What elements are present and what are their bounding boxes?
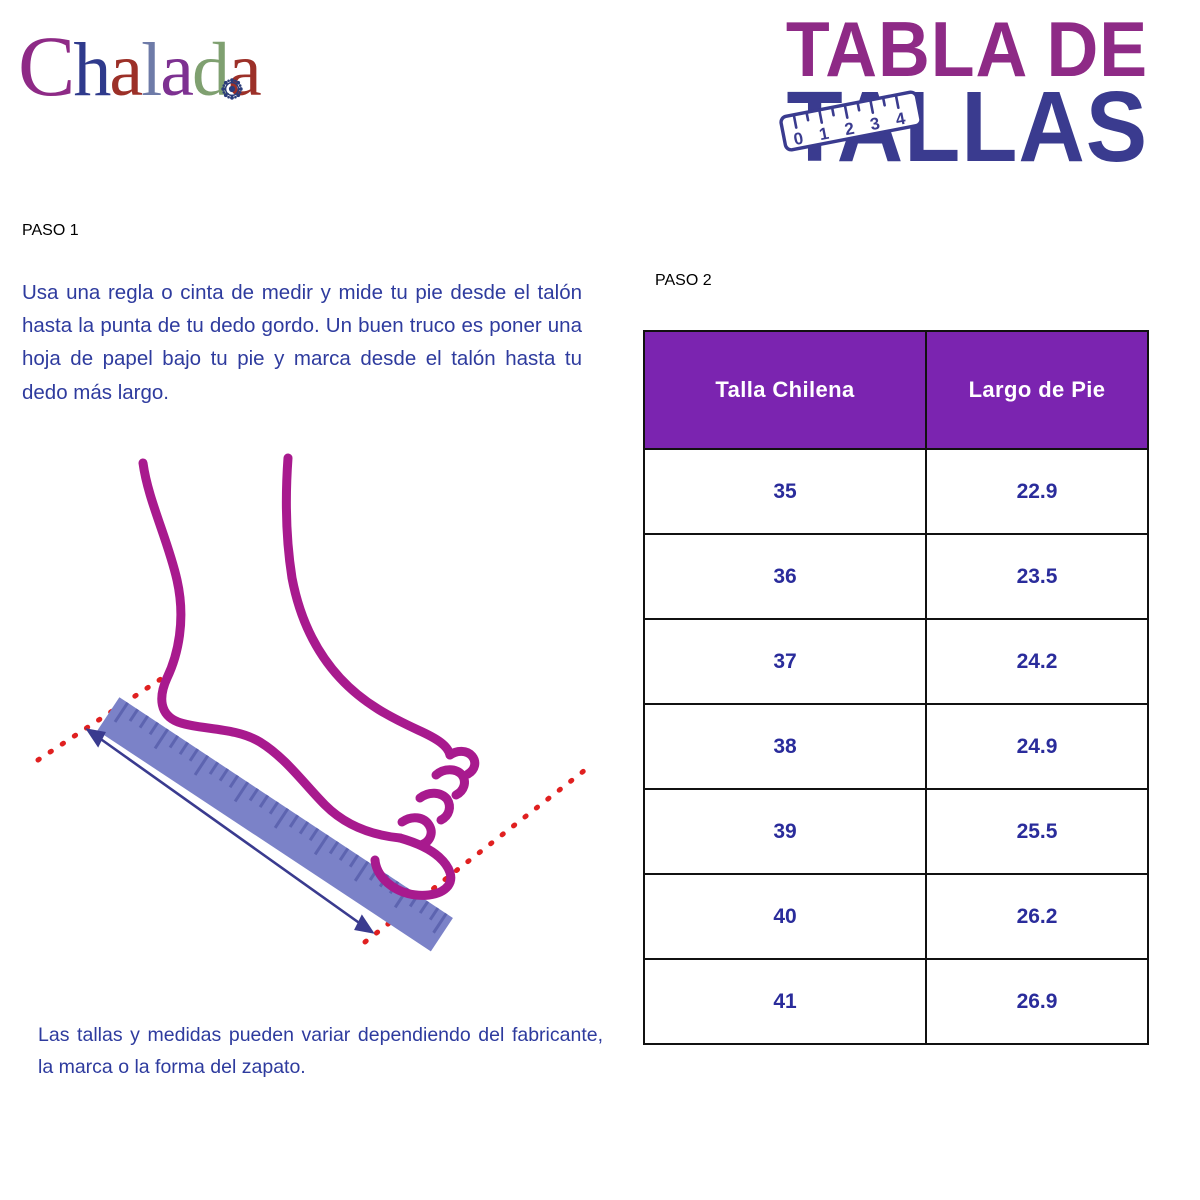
svg-text:2: 2	[843, 119, 856, 139]
table-row: 36 23.5	[643, 533, 1149, 620]
brand-logo: Chalada	[18, 16, 318, 116]
cell-talla: 36	[643, 533, 927, 620]
brand-logo-wordmark: Chalada	[18, 16, 318, 120]
cell-largo: 23.5	[925, 533, 1149, 620]
logo-letter-a-3: a	[227, 28, 262, 112]
cell-largo: 24.9	[925, 703, 1149, 790]
cell-talla: 35	[643, 448, 927, 535]
foot-measurement-illustration	[35, 453, 588, 952]
logo-letter-a-1: a	[109, 28, 143, 112]
cell-largo: 25.5	[925, 788, 1149, 875]
column-header-largo-de-pie: Largo de Pie	[925, 330, 1149, 450]
heel-guide-line	[35, 670, 173, 763]
svg-text:3: 3	[869, 114, 882, 134]
measurement-arrow	[85, 728, 375, 934]
cell-talla: 37	[643, 618, 927, 705]
step-2-heading: PASO 2	[655, 272, 712, 289]
cell-largo: 26.9	[925, 958, 1149, 1045]
cell-talla: 39	[643, 788, 927, 875]
cell-talla: 41	[643, 958, 927, 1045]
cell-largo: 22.9	[925, 448, 1149, 535]
headline-block: TABLA DE TALLAS 0 1 2 3 4	[678, 5, 1148, 177]
size-chart-table: Talla Chilena Largo de Pie 35 22.9 36 23…	[643, 330, 1149, 1045]
foot-outline	[138, 453, 480, 900]
table-header-row: Talla Chilena Largo de Pie	[643, 330, 1149, 450]
footnote-text: Las tallas y medidas pueden variar depen…	[38, 1024, 603, 1078]
svg-text:1: 1	[818, 124, 831, 144]
cell-largo: 24.2	[925, 618, 1149, 705]
logo-letter-d: d	[191, 28, 230, 112]
logo-letter-l: l	[141, 28, 162, 112]
table-row: 40 26.2	[643, 873, 1149, 960]
table-row: 39 25.5	[643, 788, 1149, 875]
mandala-rosette-icon	[221, 78, 243, 100]
step-1-heading: PASO 1	[22, 222, 79, 239]
svg-text:4: 4	[894, 109, 907, 130]
logo-letter-a-2: a	[160, 28, 194, 112]
table-row: 37 24.2	[643, 618, 1149, 705]
ruler-icon: 0 1 2 3 4	[779, 90, 923, 152]
table-row: 38 24.9	[643, 703, 1149, 790]
cell-largo: 26.2	[925, 873, 1149, 960]
table-row: 41 26.9	[643, 958, 1149, 1045]
table-row: 35 22.9	[643, 448, 1149, 535]
illustration-ruler	[97, 697, 453, 952]
cell-talla: 38	[643, 703, 927, 790]
logo-letter-c: C	[18, 18, 75, 114]
cell-talla: 40	[643, 873, 927, 960]
column-header-talla-chilena: Talla Chilena	[643, 330, 927, 450]
logo-letter-h: h	[73, 28, 111, 112]
step-1-body-text: Usa una regla o cinta de medir y mide tu…	[22, 281, 582, 404]
svg-text:0: 0	[792, 129, 805, 149]
headline-line-1: TABLA DE	[785, 5, 1148, 93]
